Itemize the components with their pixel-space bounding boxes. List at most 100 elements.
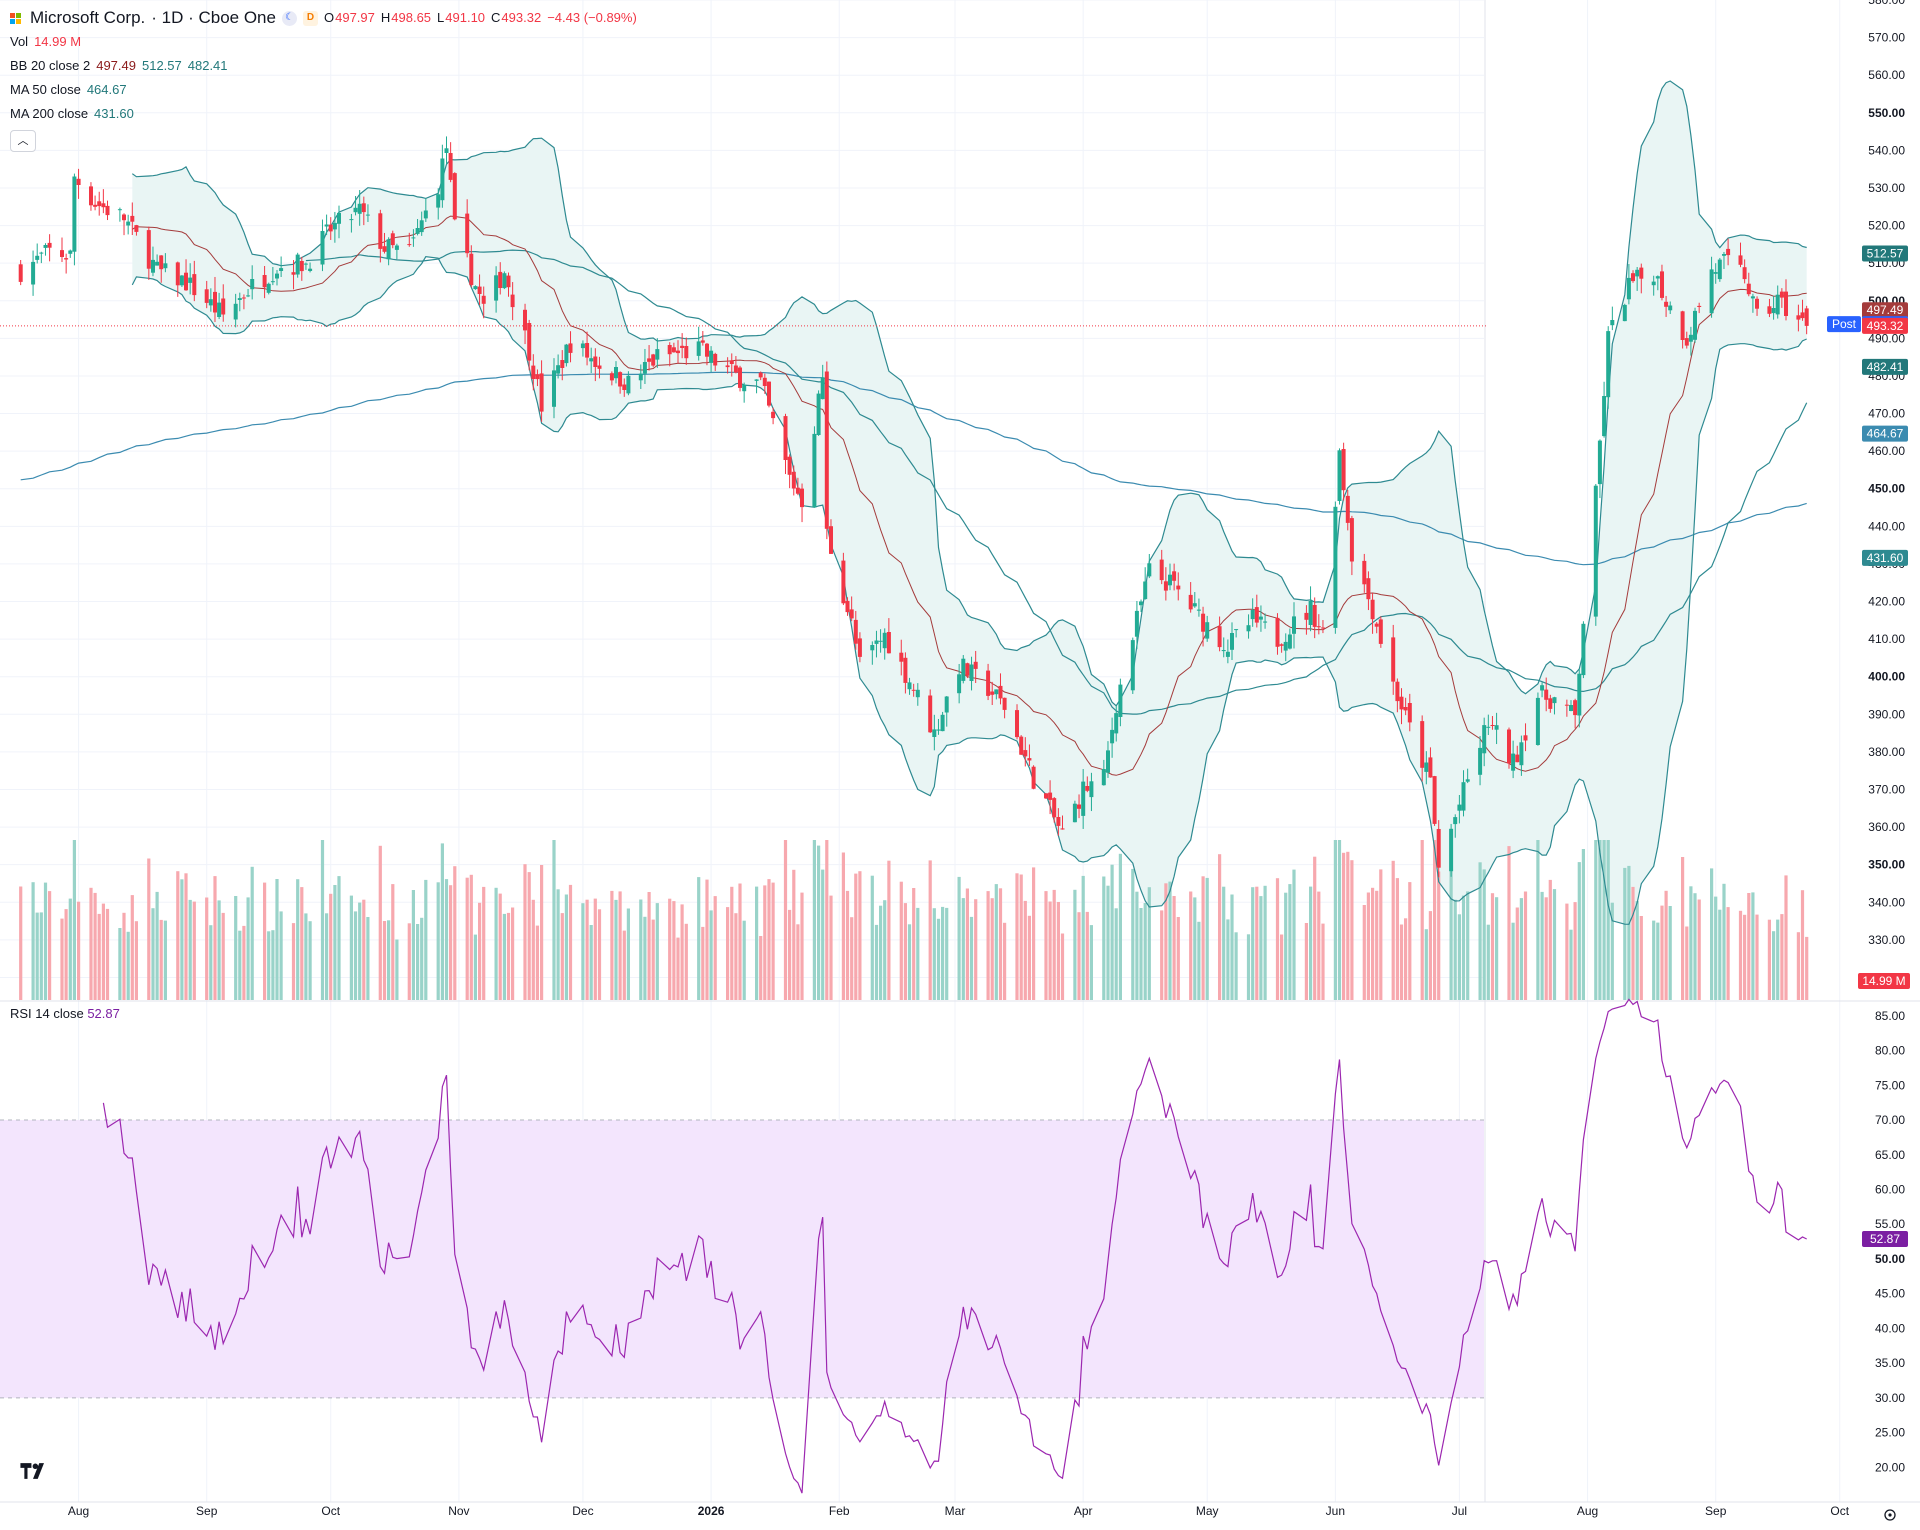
volume-bar (436, 882, 440, 1000)
volume-bar (1309, 886, 1313, 1000)
volume-bar (93, 892, 97, 1000)
volume-bar (1081, 875, 1085, 1000)
volume-bar (788, 909, 792, 1000)
ma200-row[interactable]: MA 200 close 431.60 (10, 102, 637, 126)
rsi-tick-label: 75.00 (1875, 1078, 1905, 1092)
volume-bar (420, 917, 424, 1000)
candle (1362, 553, 1367, 593)
rsi-tick-label: 35.00 (1875, 1356, 1905, 1370)
candle (328, 217, 333, 240)
ma50-row[interactable]: MA 50 close 464.67 (10, 78, 637, 102)
candle (122, 213, 126, 236)
volume-bar (965, 888, 969, 1000)
candle (1775, 285, 1780, 319)
volume-bar (263, 882, 267, 1000)
volume-bar (1292, 869, 1296, 1000)
volume-bar (1523, 891, 1528, 1000)
candle (684, 337, 689, 365)
candle (1205, 615, 1210, 642)
volume-bar (1610, 902, 1614, 1000)
candle (564, 343, 569, 367)
volume-bar (647, 892, 651, 1000)
candle (990, 681, 995, 706)
volume-bar (1259, 896, 1263, 1000)
volume-bar (68, 898, 72, 1000)
gear-icon[interactable] (1884, 1509, 1896, 1521)
candle (816, 390, 821, 436)
candle (175, 261, 180, 297)
candle (994, 689, 999, 700)
volume-bar (1106, 885, 1110, 1000)
volume-bar (713, 896, 717, 1000)
volume-bar (643, 916, 647, 1000)
candle (791, 465, 796, 496)
volume-bar (176, 871, 180, 1000)
candle (1060, 815, 1065, 830)
candle (754, 379, 759, 394)
candle (614, 361, 618, 384)
volume-bar (1577, 862, 1581, 1000)
high-value: 498.65 (391, 10, 432, 25)
volume-bar (1548, 879, 1552, 1000)
candle (1106, 741, 1110, 778)
candle (1304, 605, 1309, 635)
volume-bar (1160, 910, 1164, 1000)
candle (498, 262, 503, 295)
candle (1693, 307, 1697, 343)
candle (1535, 692, 1540, 746)
volume-bar (1652, 920, 1656, 1000)
volume-bar (874, 924, 879, 1000)
volume-bar (1404, 918, 1408, 1000)
candle (1688, 326, 1693, 356)
price-tick-label: 520.00 (1868, 219, 1905, 233)
candle (494, 266, 499, 313)
candle (787, 454, 792, 489)
bb-row[interactable]: BB 20 close 2 497.49 512.57 482.41 (10, 54, 637, 78)
candle (76, 168, 81, 199)
volume-bar (639, 899, 643, 1000)
candle (320, 219, 325, 272)
candle (1263, 613, 1268, 629)
candle (39, 251, 44, 264)
candle (295, 252, 300, 278)
volume-bar (796, 924, 800, 1000)
candle (510, 282, 515, 321)
candle (473, 285, 478, 290)
vol-row[interactable]: Vol 14.99 M (10, 30, 637, 54)
candle (1655, 275, 1660, 291)
volume-bar (279, 911, 283, 1000)
candle (676, 340, 680, 364)
price-tag: 512.57 (1862, 245, 1908, 262)
candle (713, 352, 718, 371)
candle (208, 288, 213, 312)
rsi-tick-label: 60.00 (1875, 1183, 1905, 1197)
rsi-label: RSI 14 close (10, 1006, 84, 1021)
candle (1606, 326, 1611, 409)
volume-bar (556, 889, 560, 1000)
rsi-tick-label: 70.00 (1875, 1113, 1905, 1127)
volume-bar (1602, 840, 1606, 1000)
candle (1321, 620, 1325, 634)
open-value: 497.97 (335, 10, 375, 25)
volume-bar (209, 925, 213, 1000)
volume-bar (1027, 915, 1031, 1000)
volume-bar (552, 840, 556, 1000)
price-tick-label: 530.00 (1868, 181, 1905, 195)
rsi-legend[interactable]: RSI 14 close 52.87 (10, 1006, 120, 1021)
volume-bar (726, 907, 730, 1000)
tradingview-logo-icon[interactable] (18, 1460, 48, 1482)
candle (1664, 295, 1669, 317)
volume-bar (1800, 890, 1805, 1000)
candle (1337, 448, 1342, 505)
candle (940, 711, 945, 732)
candle (1407, 693, 1412, 732)
candle (1143, 567, 1148, 600)
symbol-row[interactable]: Microsoft Corp. · 1D · Cboe One ☾ D O 497… (10, 6, 637, 30)
volume-bar (118, 928, 122, 1000)
candle (1424, 751, 1429, 785)
time-tick-label: Feb (829, 1504, 850, 1518)
candle (481, 286, 486, 319)
candle (1048, 780, 1053, 815)
chevron-up-icon[interactable]: ︿ (10, 130, 36, 152)
